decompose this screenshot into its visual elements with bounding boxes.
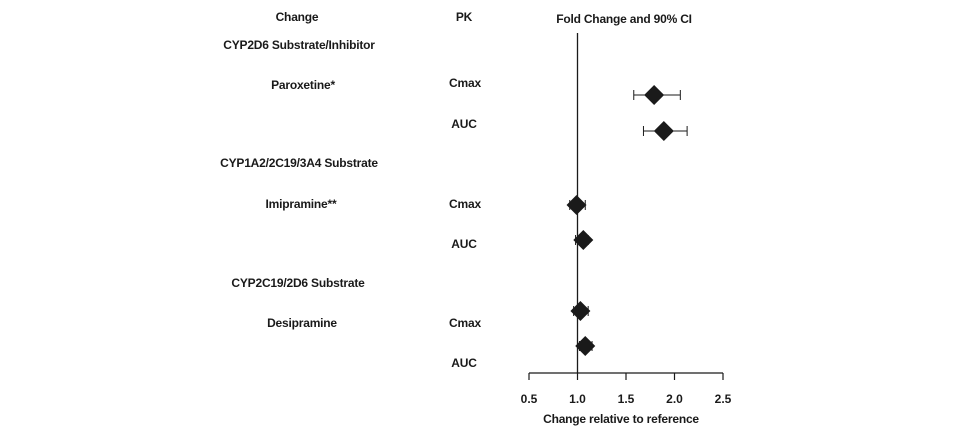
header-pk: PK: [455, 10, 473, 24]
pk-label-desipramine-auc: AUC: [451, 356, 477, 370]
pk-label-imipramine-auc: AUC: [451, 237, 477, 251]
chart-title: Fold Change and 90% CI: [556, 12, 692, 26]
pk-label-paroxetine-auc: AUC: [451, 117, 477, 131]
group-label-cyp2d6: CYP2D6 Substrate/Inhibitor: [223, 38, 375, 52]
x-axis-title: Change relative to reference: [543, 412, 699, 426]
point-estimate-diamond: [566, 195, 587, 215]
header-change: Change: [275, 10, 319, 24]
drug-label-paroxetine: Paroxetine*: [271, 78, 335, 92]
x-tick-label: 2.0: [666, 392, 683, 406]
point-estimate-diamond: [653, 121, 674, 141]
pk-label-imipramine-cmax: Cmax: [449, 197, 481, 211]
x-tick-label: 1.0: [569, 392, 586, 406]
drug-label-imipramine: Imipramine**: [265, 197, 337, 211]
point-estimate-diamond: [570, 301, 591, 321]
x-tick-label: 1.5: [618, 392, 635, 406]
pk-label-desipramine-cmax: Cmax: [449, 316, 481, 330]
point-estimate-diamond: [644, 85, 665, 105]
pk-label-paroxetine-cmax: Cmax: [449, 76, 481, 90]
drug-label-desipramine: Desipramine: [267, 316, 337, 330]
point-estimate-diamond: [573, 230, 594, 250]
group-label-cyp1a2: CYP1A2/2C19/3A4 Substrate: [220, 156, 378, 170]
point-estimate-diamond: [575, 336, 596, 356]
group-label-cyp2c19: CYP2C19/2D6 Substrate: [231, 276, 365, 290]
x-tick-label: 2.5: [715, 392, 732, 406]
x-tick-label: 0.5: [521, 392, 538, 406]
